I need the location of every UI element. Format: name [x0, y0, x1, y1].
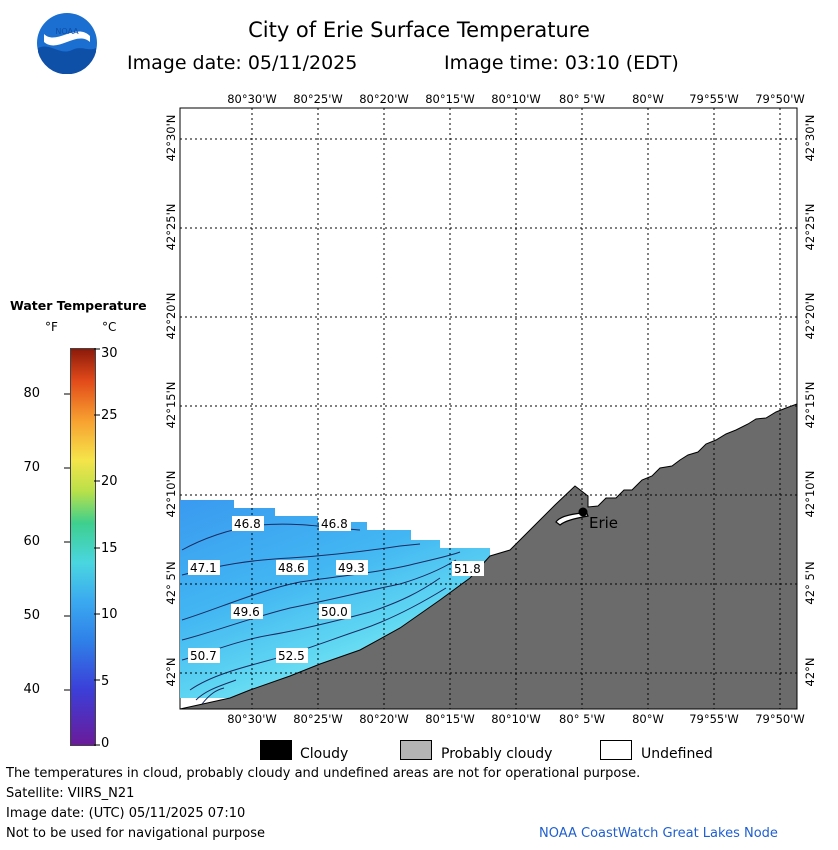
legend-tick-f: 50: [23, 608, 40, 623]
lat-label: 42°25'N: [803, 203, 817, 251]
legend-tick-c: 0: [101, 736, 110, 751]
legend-tick-c: 5: [101, 674, 110, 689]
lon-label: 80° 5'W: [559, 92, 605, 106]
lat-label: 42° 5'N: [164, 561, 178, 605]
legend-title: Water Temperature: [10, 298, 147, 313]
contour-label: 46.8: [321, 517, 348, 531]
lon-label: 80°25'W: [293, 92, 343, 106]
legend-tick-c: 15: [101, 541, 118, 556]
key-label-undefined: Undefined: [641, 746, 713, 762]
lat-label: 42°30'N: [164, 114, 178, 162]
city-label: Erie: [589, 514, 618, 532]
contour-label: 51.8: [454, 562, 481, 576]
land-area: [179, 403, 798, 710]
contour-labels: 46.8 46.8 47.1 48.6 49.3 51.8 49.6 50.0 …: [188, 516, 484, 663]
page-title: City of Erie Surface Temperature: [248, 18, 590, 42]
contour-label: 47.1: [190, 561, 217, 575]
lon-label: 80°10'W: [491, 712, 541, 726]
lat-label: 42°25'N: [164, 203, 178, 251]
key-swatch-cloudy: [260, 740, 292, 760]
lon-label: 80°30'W: [227, 712, 277, 726]
lon-label: 80° 5'W: [559, 712, 605, 726]
lon-label: 80°W: [632, 92, 664, 106]
lat-label: 42°20'N: [803, 292, 817, 340]
legend-tick-f: 60: [23, 534, 40, 549]
contour-label: 49.3: [338, 561, 365, 575]
legend-tick-f: 70: [23, 460, 40, 475]
color-bar-ticks: [64, 348, 100, 746]
logo-text: NOAA: [55, 27, 79, 36]
city-marker: [578, 507, 588, 517]
lat-label: 42°15'N: [164, 381, 178, 429]
image-date: Image date: 05/11/2025: [127, 52, 358, 74]
lon-label: 79°50'W: [755, 712, 805, 726]
lake-water: [180, 500, 490, 698]
lon-label: 80°15'W: [425, 712, 475, 726]
legend-tick-f: 80: [23, 386, 40, 401]
lat-label: 42°N: [803, 657, 817, 687]
legend-tick-c: 20: [101, 474, 118, 489]
noaa-logo: NOAA: [36, 12, 98, 75]
legend-tick-c: 25: [101, 408, 118, 423]
image-date-utc: Image date: (UTC) 05/11/2025 07:10: [6, 806, 246, 821]
lat-label: 42° 5'N: [803, 561, 817, 605]
key-swatch-undefined: [600, 740, 632, 760]
contours: [181, 523, 461, 705]
lon-label: 80°30'W: [227, 92, 277, 106]
contour-label: 50.0: [321, 605, 348, 619]
key-swatch-probably-cloudy: [400, 740, 432, 760]
satellite-text: Satellite: VIIRS_N21: [6, 786, 135, 801]
legend-tick-c: 30: [101, 346, 118, 361]
lon-label: 79°55'W: [689, 92, 739, 106]
lat-label: 42°10'N: [164, 470, 178, 518]
lon-label: 80°W: [632, 712, 664, 726]
lat-label: 42°15'N: [803, 381, 817, 429]
credit-text: NOAA CoastWatch Great Lakes Node: [539, 826, 778, 841]
lon-label: 80°20'W: [359, 92, 409, 106]
lon-label: 79°55'W: [689, 712, 739, 726]
nav-warning: Not to be used for navigational purpose: [6, 826, 266, 841]
color-bar: [70, 348, 96, 746]
lat-label: 42°20'N: [164, 292, 178, 340]
lon-label: 80°20'W: [359, 712, 409, 726]
lon-label: 80°25'W: [293, 712, 343, 726]
key-label-probably-cloudy: Probably cloudy: [441, 746, 553, 762]
contour-label: 46.8: [234, 517, 261, 531]
lat-label: 42°30'N: [803, 114, 817, 162]
lon-label: 80°15'W: [425, 92, 475, 106]
legend-tick-c: 10: [101, 607, 118, 622]
legend-tick-f: 40: [23, 682, 40, 697]
contour-label: 52.5: [278, 649, 305, 663]
key-label-cloudy: Cloudy: [300, 746, 349, 762]
contour-label: 50.7: [190, 649, 217, 663]
lon-label: 79°50'W: [755, 92, 805, 106]
contour-label: 48.6: [278, 561, 305, 575]
legend-unit-c: °C: [102, 320, 117, 334]
lat-label: 42°10'N: [803, 470, 817, 518]
contour-label: 49.6: [233, 605, 260, 619]
image-time: Image time: 03:10 (EDT): [444, 52, 679, 74]
disclaimer-text: The temperatures in cloud, probably clou…: [6, 766, 641, 781]
lat-label: 42°N: [164, 657, 178, 687]
legend-unit-f: °F: [45, 320, 58, 334]
lon-label: 80°10'W: [491, 92, 541, 106]
lat-lon-grid: [180, 108, 797, 709]
